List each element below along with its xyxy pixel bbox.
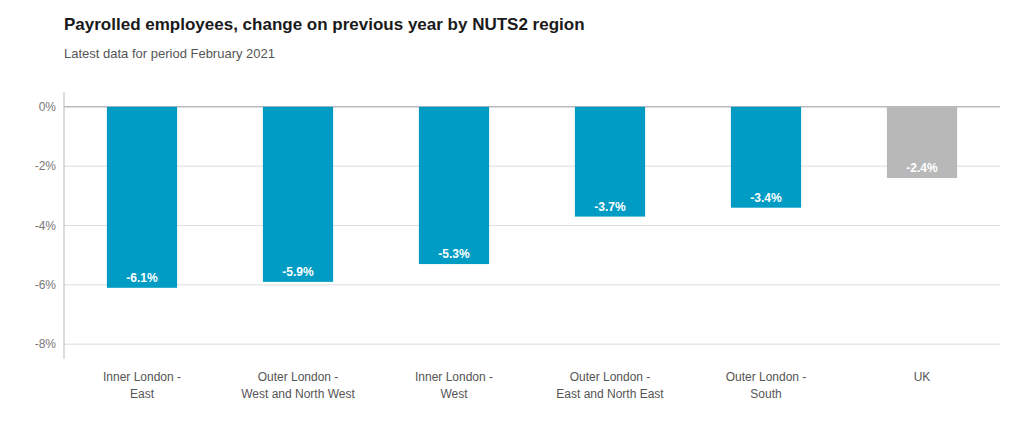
- x-tick-label: UK: [914, 370, 931, 384]
- y-tick-label: 0%: [39, 100, 57, 114]
- x-tick-label: Outer London -South: [726, 370, 807, 401]
- data-label: -2.4%: [906, 161, 938, 175]
- x-tick-label: Outer London -East and North East: [556, 370, 664, 401]
- data-label: -3.4%: [750, 191, 782, 205]
- y-axis-line: [64, 92, 65, 359]
- data-label: -6.1%: [126, 271, 158, 285]
- bar: [263, 107, 333, 282]
- bar: [575, 107, 645, 217]
- x-tick-label: Outer London -West and North West: [241, 370, 355, 401]
- grid-line: [64, 166, 1000, 167]
- bar: [107, 107, 177, 288]
- x-tick-label: Inner London -West: [415, 370, 493, 401]
- bar: [731, 107, 801, 208]
- bars: [107, 107, 957, 288]
- y-tick-label: -2%: [35, 159, 57, 173]
- y-tick-label: -6%: [35, 278, 57, 292]
- x-tick-label: Inner London -East: [103, 370, 181, 401]
- data-label: -5.9%: [282, 265, 314, 279]
- chart: Payrolled employees, change on previous …: [0, 0, 1024, 437]
- y-tick-label: -4%: [35, 219, 57, 233]
- bar: [887, 107, 957, 178]
- y-tick-label: -8%: [35, 337, 57, 351]
- data-label: -5.3%: [438, 247, 470, 261]
- subtitle: Latest data for period February 2021: [64, 46, 275, 61]
- grid-line: [64, 344, 1000, 345]
- grid-line: [64, 284, 1000, 285]
- bar: [419, 107, 489, 264]
- grid-line: [64, 106, 1000, 107]
- title: Payrolled employees, change on previous …: [64, 15, 585, 34]
- grid-line: [64, 225, 1000, 226]
- data-label: -3.7%: [594, 200, 626, 214]
- grid: [64, 107, 1000, 344]
